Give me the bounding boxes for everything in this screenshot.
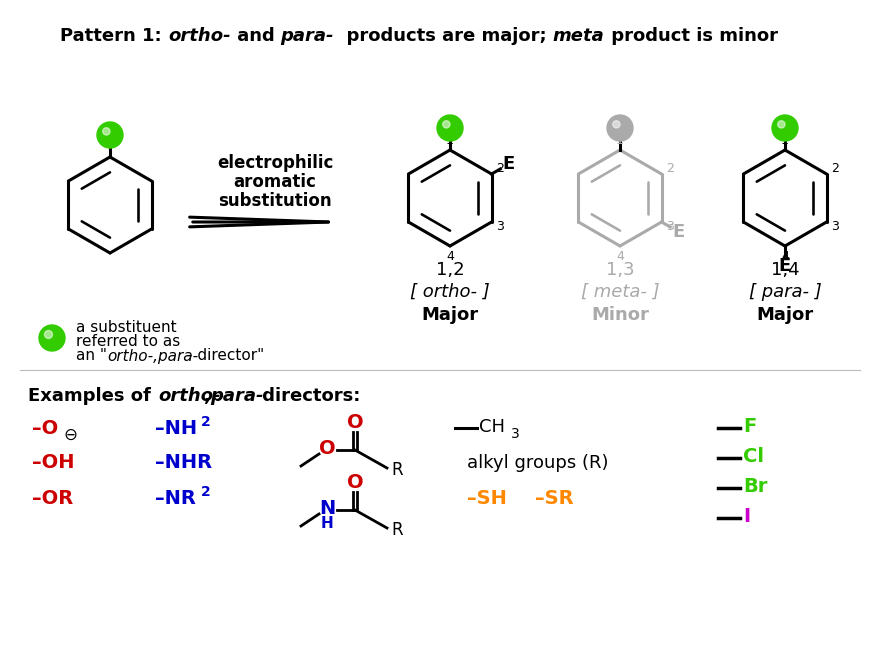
Text: electrophilic: electrophilic bbox=[216, 154, 334, 172]
Circle shape bbox=[612, 121, 620, 128]
Text: 1: 1 bbox=[616, 133, 624, 147]
Circle shape bbox=[443, 121, 450, 128]
Text: E: E bbox=[502, 155, 515, 173]
Text: R: R bbox=[391, 521, 403, 539]
Text: R: R bbox=[391, 461, 403, 479]
Text: Minor: Minor bbox=[591, 306, 649, 324]
Text: –NHR: –NHR bbox=[155, 454, 212, 472]
Text: O: O bbox=[347, 472, 363, 492]
Text: an ": an " bbox=[76, 348, 107, 364]
Text: –NR: –NR bbox=[155, 488, 196, 507]
Text: substitution: substitution bbox=[218, 192, 332, 210]
Text: 2: 2 bbox=[832, 163, 840, 176]
Text: Examples of: Examples of bbox=[28, 387, 158, 405]
Text: products are major;: products are major; bbox=[334, 27, 553, 45]
Text: CH: CH bbox=[479, 418, 505, 436]
Circle shape bbox=[607, 115, 633, 141]
Text: and: and bbox=[231, 27, 281, 45]
Text: 2: 2 bbox=[201, 415, 210, 429]
Circle shape bbox=[772, 115, 798, 141]
Text: –SR: –SR bbox=[535, 488, 574, 507]
Text: 3: 3 bbox=[832, 220, 840, 234]
Text: [ meta- ]: [ meta- ] bbox=[581, 283, 659, 301]
Text: 2: 2 bbox=[496, 163, 504, 176]
Text: product is minor: product is minor bbox=[605, 27, 778, 45]
Text: –OH: –OH bbox=[32, 454, 75, 472]
Text: 1: 1 bbox=[781, 133, 789, 147]
Text: aromatic: aromatic bbox=[233, 173, 317, 191]
Text: [ ortho- ]: [ ortho- ] bbox=[410, 283, 490, 301]
Text: 3: 3 bbox=[496, 220, 504, 234]
Text: Major: Major bbox=[757, 306, 814, 324]
Text: ortho-: ortho- bbox=[158, 387, 221, 405]
Text: ortho-,para-: ortho-,para- bbox=[107, 348, 198, 364]
Text: Br: Br bbox=[743, 478, 767, 496]
Text: 4: 4 bbox=[781, 250, 789, 262]
Text: 1,4: 1,4 bbox=[771, 261, 799, 279]
Text: –NH: –NH bbox=[155, 418, 197, 438]
Text: O: O bbox=[319, 440, 335, 458]
Circle shape bbox=[97, 122, 123, 148]
Text: ,: , bbox=[204, 387, 211, 405]
Text: referred to as: referred to as bbox=[76, 334, 180, 350]
Text: Major: Major bbox=[422, 306, 479, 324]
Text: 4: 4 bbox=[446, 250, 454, 262]
Circle shape bbox=[103, 128, 110, 135]
Text: para-: para- bbox=[210, 387, 263, 405]
Text: - director": - director" bbox=[187, 348, 264, 364]
Text: 2: 2 bbox=[666, 163, 674, 176]
Text: ⊖: ⊖ bbox=[63, 426, 77, 444]
Circle shape bbox=[437, 115, 463, 141]
Text: H: H bbox=[320, 515, 334, 531]
Text: meta: meta bbox=[553, 27, 605, 45]
Text: para-: para- bbox=[281, 27, 334, 45]
Text: E: E bbox=[673, 223, 685, 241]
Text: alkyl groups (R): alkyl groups (R) bbox=[467, 454, 608, 472]
Text: 4: 4 bbox=[616, 250, 624, 262]
Circle shape bbox=[778, 121, 785, 128]
Text: 1,3: 1,3 bbox=[605, 261, 634, 279]
Text: –OR: –OR bbox=[32, 488, 73, 507]
Text: O: O bbox=[347, 412, 363, 432]
Text: 3: 3 bbox=[666, 220, 674, 234]
Text: ortho-: ortho- bbox=[168, 27, 231, 45]
Circle shape bbox=[39, 325, 65, 351]
Text: Cl: Cl bbox=[743, 448, 764, 466]
Text: E: E bbox=[779, 257, 791, 275]
Text: 1: 1 bbox=[446, 133, 454, 147]
Text: I: I bbox=[743, 507, 750, 527]
Circle shape bbox=[45, 330, 53, 338]
Text: F: F bbox=[743, 418, 756, 436]
Text: [ para- ]: [ para- ] bbox=[749, 283, 821, 301]
Text: 1,2: 1,2 bbox=[436, 261, 465, 279]
Text: –O: –O bbox=[32, 418, 58, 438]
Text: directors:: directors: bbox=[256, 387, 361, 405]
Text: a substituent: a substituent bbox=[76, 320, 177, 336]
Text: N: N bbox=[319, 498, 335, 517]
Text: Pattern 1:: Pattern 1: bbox=[60, 27, 168, 45]
Text: 3: 3 bbox=[511, 427, 520, 441]
Text: 2: 2 bbox=[201, 485, 210, 499]
Text: –SH: –SH bbox=[467, 488, 507, 507]
